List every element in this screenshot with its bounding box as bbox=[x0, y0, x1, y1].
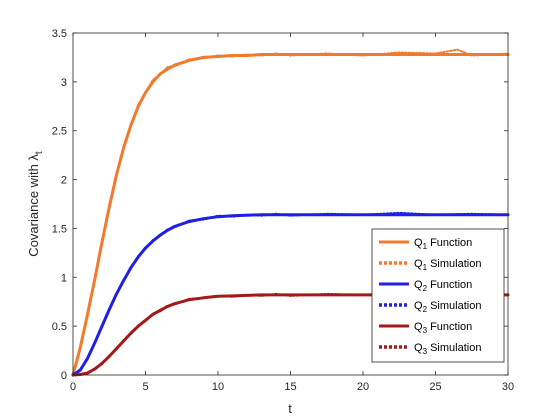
legend-label-main: Q bbox=[414, 258, 423, 270]
legend-label-subscript: 2 bbox=[423, 284, 428, 293]
legend-label-rest: Simulation bbox=[427, 300, 481, 312]
legend-label-rest: Function bbox=[427, 321, 472, 333]
y-tick-label-0: 0 bbox=[61, 370, 67, 382]
legend-label-main: Q bbox=[414, 279, 423, 291]
series-line-6 bbox=[72, 291, 509, 376]
x-tick-label-4: 20 bbox=[357, 381, 369, 393]
y-tick-label-5: 2.5 bbox=[52, 126, 67, 138]
x-axis-label: t bbox=[288, 401, 292, 416]
y-axis-label-symbol: λ bbox=[26, 154, 41, 161]
series-layer bbox=[71, 48, 510, 377]
y-tick-label-1: 0.5 bbox=[52, 321, 67, 333]
legend-label-6: Q3 Simulation bbox=[414, 342, 481, 356]
legend-label-3: Q2 Function bbox=[414, 279, 472, 293]
ticks-layer: 0 5 10 15 20 25 30 0 0.5 1 1.5 2 2.5 3 3.5 bbox=[52, 28, 514, 393]
series-line-4 bbox=[72, 211, 509, 376]
legend-label-rest: Simulation bbox=[427, 342, 481, 354]
x-tick-label-0: 0 bbox=[70, 381, 76, 393]
y-axis-label: Covariance with λt bbox=[26, 151, 45, 257]
legend-label-4: Q2 Simulation bbox=[414, 300, 481, 314]
legend-label-subscript: 3 bbox=[423, 347, 428, 356]
legend-label-subscript: 1 bbox=[423, 242, 428, 251]
legend-label-rest: Function bbox=[427, 237, 472, 249]
legend-label-subscript: 1 bbox=[423, 263, 428, 272]
x-tick-label-5: 25 bbox=[429, 381, 441, 393]
legend-label-subscript: 3 bbox=[423, 326, 428, 335]
x-tick-label-3: 15 bbox=[284, 381, 296, 393]
y-tick-label-3: 1.5 bbox=[52, 223, 67, 235]
series-line-2 bbox=[72, 48, 509, 376]
legend-label-main: Q bbox=[414, 300, 423, 312]
x-tick-label-1: 5 bbox=[142, 381, 148, 393]
y-axis-label-subscript: t bbox=[34, 151, 45, 154]
legend-label-rest: Simulation bbox=[427, 258, 481, 270]
legend-label-2: Q1 Simulation bbox=[414, 258, 481, 272]
legend-label-main: Q bbox=[414, 342, 423, 354]
legend-label-subscript: 2 bbox=[423, 305, 428, 314]
x-tick-label-2: 10 bbox=[212, 381, 224, 393]
x-tick-label-6: 30 bbox=[502, 381, 514, 393]
y-tick-label-6: 3 bbox=[61, 77, 67, 89]
legend-box bbox=[371, 228, 505, 363]
y-tick-label-4: 2 bbox=[61, 175, 67, 187]
legend-label-1: Q1 Function bbox=[414, 237, 472, 251]
y-axis-label-main: Covariance with bbox=[26, 161, 41, 257]
y-tick-label-2: 1 bbox=[61, 272, 67, 284]
legend-label-5: Q3 Function bbox=[414, 321, 472, 335]
legend-label-rest: Function bbox=[427, 279, 472, 291]
y-tick-label-7: 3.5 bbox=[52, 28, 67, 40]
legend-label-main: Q bbox=[414, 321, 423, 333]
legend-label-main: Q bbox=[414, 237, 423, 249]
